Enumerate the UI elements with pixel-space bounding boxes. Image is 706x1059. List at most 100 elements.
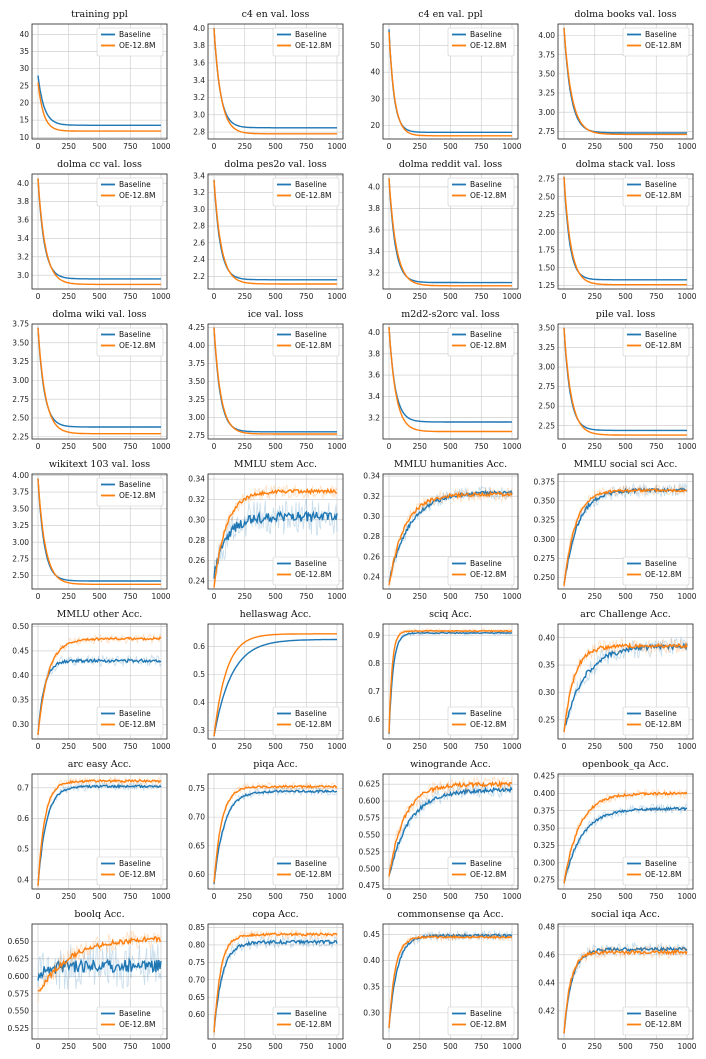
axes-frame (557, 773, 694, 890)
y-tick-label: 3.0 (193, 205, 205, 214)
y-tick-label: 2.75 (538, 127, 555, 136)
series-line-baseline (37, 957, 162, 981)
y-tick-label: 3.50 (538, 69, 555, 78)
y-tick-label: 1.50 (538, 263, 555, 272)
y-tick-label: 0.250 (534, 573, 556, 582)
x-tick-label: 750 (123, 592, 138, 601)
y-tick-label: 0.625 (359, 780, 381, 789)
y-tick-label: 2.75 (12, 395, 29, 404)
y-tick-label: 3.75 (188, 359, 205, 368)
y-tick-label: 0.34 (188, 475, 205, 484)
axes-frame (31, 473, 168, 590)
x-tick-label: 750 (299, 142, 314, 151)
x-tick-label: 1000 (677, 442, 696, 451)
legend-label: Baseline (119, 709, 151, 718)
x-tick-label: 750 (474, 292, 489, 301)
x-tick-label: 750 (474, 142, 489, 151)
y-tick-label: 0.75 (188, 958, 205, 967)
x-tick-label: 250 (238, 892, 253, 901)
x-tick-label: 750 (299, 892, 314, 901)
y-tick-label: 3.6 (193, 59, 205, 68)
y-tick-label: 0.575 (359, 814, 381, 823)
x-tick-label: 750 (123, 742, 138, 751)
chart-title: hellaswag Acc. (240, 609, 312, 620)
legend: Baseline OE-12.8M (447, 27, 515, 57)
x-tick-label: 1000 (327, 1042, 346, 1051)
x-tick-label: 500 (443, 292, 458, 301)
legend-label: Baseline (645, 859, 677, 868)
x-tick-label: 1000 (502, 142, 521, 151)
y-tick-label: 4.0 (17, 179, 29, 188)
legend-label: OE-12.8M (470, 720, 507, 729)
y-tick-label: 0.4 (193, 698, 205, 707)
series-line-baseline (563, 176, 687, 281)
x-tick-label: 0 (562, 742, 567, 751)
y-tick-label: 0.7 (368, 687, 380, 696)
x-tick-label: 0 (36, 592, 41, 601)
chart-panel-10: m2d2-s2orc val. loss 0 250 500 750 1000 3.2 3.4… (368, 309, 522, 451)
series-line-baseline (563, 806, 688, 883)
y-tick-label: 40 (19, 30, 29, 39)
chart-panel-21: piqa Acc. 0 250 500 750 1000 0.60 0.65 0.70 0.75 B… (188, 759, 346, 901)
series-raw-line (213, 781, 338, 886)
x-tick-label: 250 (413, 892, 428, 901)
x-tick-label: 0 (562, 592, 567, 601)
legend-label: Baseline (119, 30, 151, 39)
legend: Baseline OE-12.8M (447, 856, 515, 886)
legend-label: OE-12.8M (645, 1020, 682, 1029)
y-tick-label: 3.8 (17, 197, 29, 206)
x-tick-label: 250 (588, 142, 603, 151)
chart-panel-14: MMLU humanities Acc. 0 250 500 750 1000 0.24 0.… (363, 459, 521, 601)
x-tick-label: 0 (212, 142, 217, 151)
y-tick-label: 0.45 (363, 930, 380, 939)
y-tick-label: 40 (370, 68, 380, 77)
y-tick-label: 0.9 (368, 631, 380, 640)
x-tick-label: 500 (443, 892, 458, 901)
legend: Baseline OE-12.8M (96, 1006, 164, 1036)
y-tick-label: 3.6 (17, 216, 29, 225)
chart-title: dolma stack val. loss (576, 159, 676, 170)
legend-label: OE-12.8M (470, 191, 507, 200)
chart-title: c4 en val. ppl (418, 9, 482, 20)
x-tick-label: 500 (443, 142, 458, 151)
y-tick-label: 1.75 (538, 246, 555, 255)
y-tick-label: 0.7 (17, 783, 29, 792)
axes-frame (557, 473, 694, 590)
series-line-oe-12-8m (37, 327, 161, 435)
x-tick-label: 500 (92, 292, 107, 301)
y-tick-label: 0.275 (534, 876, 556, 885)
axes-frame (557, 323, 694, 440)
legend-label: Baseline (295, 1009, 327, 1018)
x-tick-label: 750 (474, 592, 489, 601)
x-tick-label: 0 (387, 892, 392, 901)
y-tick-label: 3.00 (538, 363, 555, 372)
legend-label: OE-12.8M (470, 570, 507, 579)
chart-panel-2: c4 en val. ppl 0 250 500 750 1000 20 30 40 50 Base… (370, 9, 521, 151)
axes-frame (207, 323, 344, 440)
series-raw-line (563, 637, 688, 735)
y-tick-label: 3.50 (538, 324, 555, 333)
x-tick-label: 0 (36, 142, 41, 151)
x-tick-label: 1000 (502, 742, 521, 751)
x-tick-label: 1000 (327, 892, 346, 901)
y-tick-label: 0.32 (363, 492, 380, 501)
y-tick-label: 0.625 (8, 954, 30, 963)
legend-label: Baseline (470, 559, 502, 568)
x-tick-label: 500 (443, 742, 458, 751)
chart-panel-24: boolq Acc. 0 250 500 750 1000 0.525 0.550 0.575 0… (8, 909, 171, 1051)
chart-title: MMLU stem Acc. (234, 459, 317, 470)
y-tick-label: 3.8 (193, 41, 205, 50)
y-tick-label: 4.0 (193, 24, 205, 33)
chart-title: dolma wiki val. loss (52, 309, 146, 320)
axes-frame (382, 623, 519, 740)
x-tick-label: 500 (92, 142, 107, 151)
series-line-oe-12-8m (563, 27, 687, 136)
y-tick-label: 0.75 (188, 784, 205, 793)
chart-panel-26: commonsense qa Acc. 0 250 500 750 1000 0.30 0.3… (363, 909, 521, 1051)
chart-title: sciq Acc. (429, 609, 472, 620)
y-tick-label: 3.8 (368, 349, 380, 358)
x-tick-label: 1000 (502, 442, 521, 451)
series-line-oe-12-8m (213, 487, 337, 588)
series-line-oe-12-8m (213, 931, 338, 1033)
series-line-oe-12-8m (388, 491, 513, 586)
